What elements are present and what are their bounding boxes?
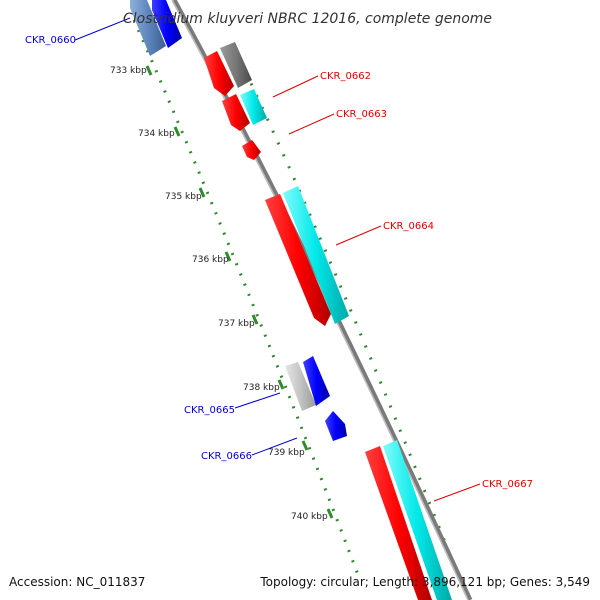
gene-ckr-0662-cds[interactable] — [220, 42, 252, 88]
gene-ckr-0666[interactable] — [325, 411, 347, 441]
tick-label: 737 kbp — [218, 319, 255, 329]
gene-label-ckr-0664[interactable]: CKR_0664 — [383, 221, 434, 232]
tick-label: 738 kbp — [243, 383, 280, 393]
gene-ckr-0664-cds[interactable] — [283, 186, 349, 324]
outer-track-ring — [238, 59, 462, 581]
gene-ckr-0663-cds[interactable] — [240, 89, 267, 125]
major-ticks — [145, 65, 334, 519]
gene-ckr-0667[interactable] — [365, 446, 432, 600]
tick-label: 736 kbp — [192, 255, 229, 265]
tick-ring — [132, 19, 362, 581]
gene-label-ckr-0662[interactable]: CKR_0662 — [320, 71, 371, 82]
gene-ckr-0663-fragment[interactable] — [242, 140, 261, 160]
gene-ckr-0660[interactable] — [152, 0, 182, 48]
tick-label: 735 kbp — [165, 192, 202, 202]
gene-ckr-0660-cds[interactable] — [130, 0, 166, 56]
tick-label: 740 kbp — [291, 512, 328, 522]
gene-label-ckr-0660[interactable]: CKR_0660 — [25, 35, 76, 46]
gene-ckr-0665-cds[interactable] — [285, 362, 316, 411]
gene-ckr-0665[interactable] — [303, 356, 330, 406]
map-title: Clostridium kluyveri NBRC 12016, complet… — [123, 11, 492, 27]
tick-label: 734 kbp — [138, 129, 175, 139]
genome-summary-text: Topology: circular; Length: 3,896,121 bp… — [259, 575, 590, 589]
accession-text: Accession: NC_011837 — [9, 575, 145, 589]
tick-label: 739 kbp — [268, 448, 305, 458]
gene-label-ckr-0665[interactable]: CKR_0665 — [184, 405, 235, 416]
gene-label-ckr-0667[interactable]: CKR_0667 — [482, 479, 533, 490]
gene-ckr-0664[interactable] — [265, 194, 331, 326]
tick-label: 733 kbp — [110, 66, 147, 76]
gene-leaders — [74, 17, 481, 502]
gene-label-ckr-0663[interactable]: CKR_0663 — [336, 109, 387, 120]
gene-ckr-0663[interactable] — [222, 94, 250, 131]
gene-ckr-0667-cds[interactable] — [383, 440, 452, 600]
gene-ckr-0662[interactable] — [204, 51, 234, 96]
gene-label-ckr-0666[interactable]: CKR_0666 — [201, 451, 252, 462]
